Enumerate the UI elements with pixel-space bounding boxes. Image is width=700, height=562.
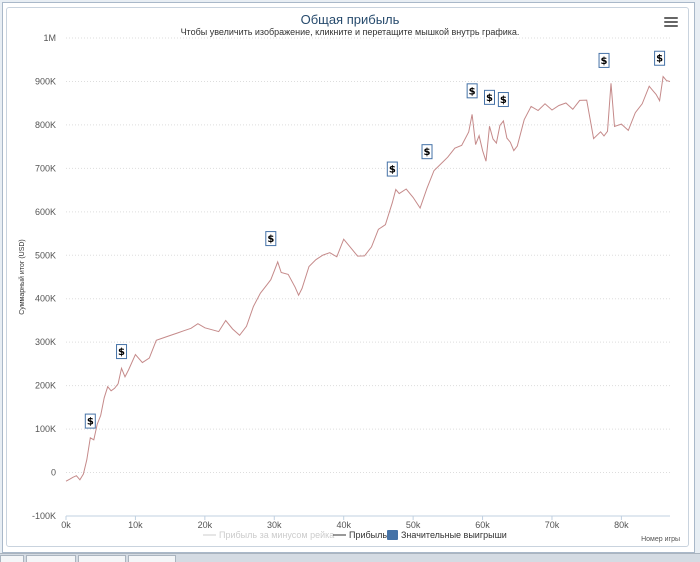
y-tick-label: 900K [35,76,56,86]
bottom-tab[interactable] [26,555,76,562]
significant-win-flag[interactable]: $ [466,83,478,99]
x-axis-label: Номер игры [641,536,680,543]
legend-item-profit[interactable]: Прибыль [333,530,387,540]
flag-label: $ [656,54,663,65]
significant-win-flag[interactable]: $ [84,413,96,429]
x-tick-label: 0k [61,520,71,530]
flag-box [654,50,666,66]
x-tick-label: 50k [406,520,421,530]
significant-win-flag[interactable]: $ [386,161,398,177]
legend-item-significant-wins[interactable]: Значительные выигрыши [387,530,507,540]
y-tick-label: 0 [51,468,56,478]
x-tick-label: 80k [614,520,629,530]
flag-box [598,52,610,68]
flag-label: $ [500,95,507,106]
y-tick-label: 1M [43,33,56,43]
significant-win-flag[interactable]: $ [116,344,128,360]
flag-label: $ [389,165,396,176]
y-axis-label: Суммарный итог (USD) [18,239,26,315]
flag-box [116,344,128,360]
bottom-tab[interactable] [128,555,176,562]
flag-box [497,92,509,108]
y-tick-label: 100K [35,424,56,434]
flag-label: $ [601,56,608,67]
chart-subtitle: Чтобы увеличить изображение, кликните и … [180,27,520,37]
flag-label: $ [87,417,94,428]
significant-win-flag[interactable]: $ [265,231,277,247]
x-tick-label: 20k [198,520,213,530]
legend-label: Значительные выигрыши [401,530,507,540]
flag-box [421,144,433,160]
flag-label: $ [267,234,274,245]
legend-swatch [387,530,398,540]
bottom-strip [0,553,700,562]
x-tick-label: 70k [545,520,560,530]
flag-box [265,231,277,247]
hamburger-menu-icon[interactable] [664,15,678,29]
significant-win-flag[interactable]: $ [497,92,509,108]
flag-box [386,161,398,177]
significant-win-flag[interactable]: $ [421,144,433,160]
y-tick-label: 200K [35,381,56,391]
significant-win-flag[interactable]: $ [654,50,666,66]
y-tick-label: 800K [35,120,56,130]
legend-item-profit-minus-rake[interactable]: Прибыль за минусом рейка [203,530,334,540]
legend-label: Прибыль [349,530,387,540]
flag-label: $ [486,93,493,104]
x-tick-label: 60k [475,520,490,530]
y-tick-label: -100K [32,511,56,521]
x-tick-label: 40k [336,520,351,530]
y-tick-label: 700K [35,163,56,173]
y-tick-label: 300K [35,337,56,347]
y-tick-label: 600K [35,207,56,217]
flag-label: $ [469,86,476,97]
chart-title: Общая прибыль [300,12,400,27]
flag-label: $ [424,147,431,158]
bottom-tab[interactable] [0,555,24,562]
legend-label: Прибыль за минусом рейка [219,530,334,540]
series-line-profit [65,75,671,482]
flag-label: $ [118,347,125,358]
flag-box [466,83,478,99]
chart-panel [6,7,689,547]
x-tick-label: 30k [267,520,282,530]
significant-win-flag[interactable]: $ [598,52,610,68]
flag-box [483,89,495,105]
x-tick-label: 10k [128,520,143,530]
y-tick-label: 500K [35,250,56,260]
y-tick-label: 400K [35,294,56,304]
significant-win-flag[interactable]: $ [483,89,495,105]
flag-box [84,413,96,429]
bottom-tab[interactable] [78,555,126,562]
